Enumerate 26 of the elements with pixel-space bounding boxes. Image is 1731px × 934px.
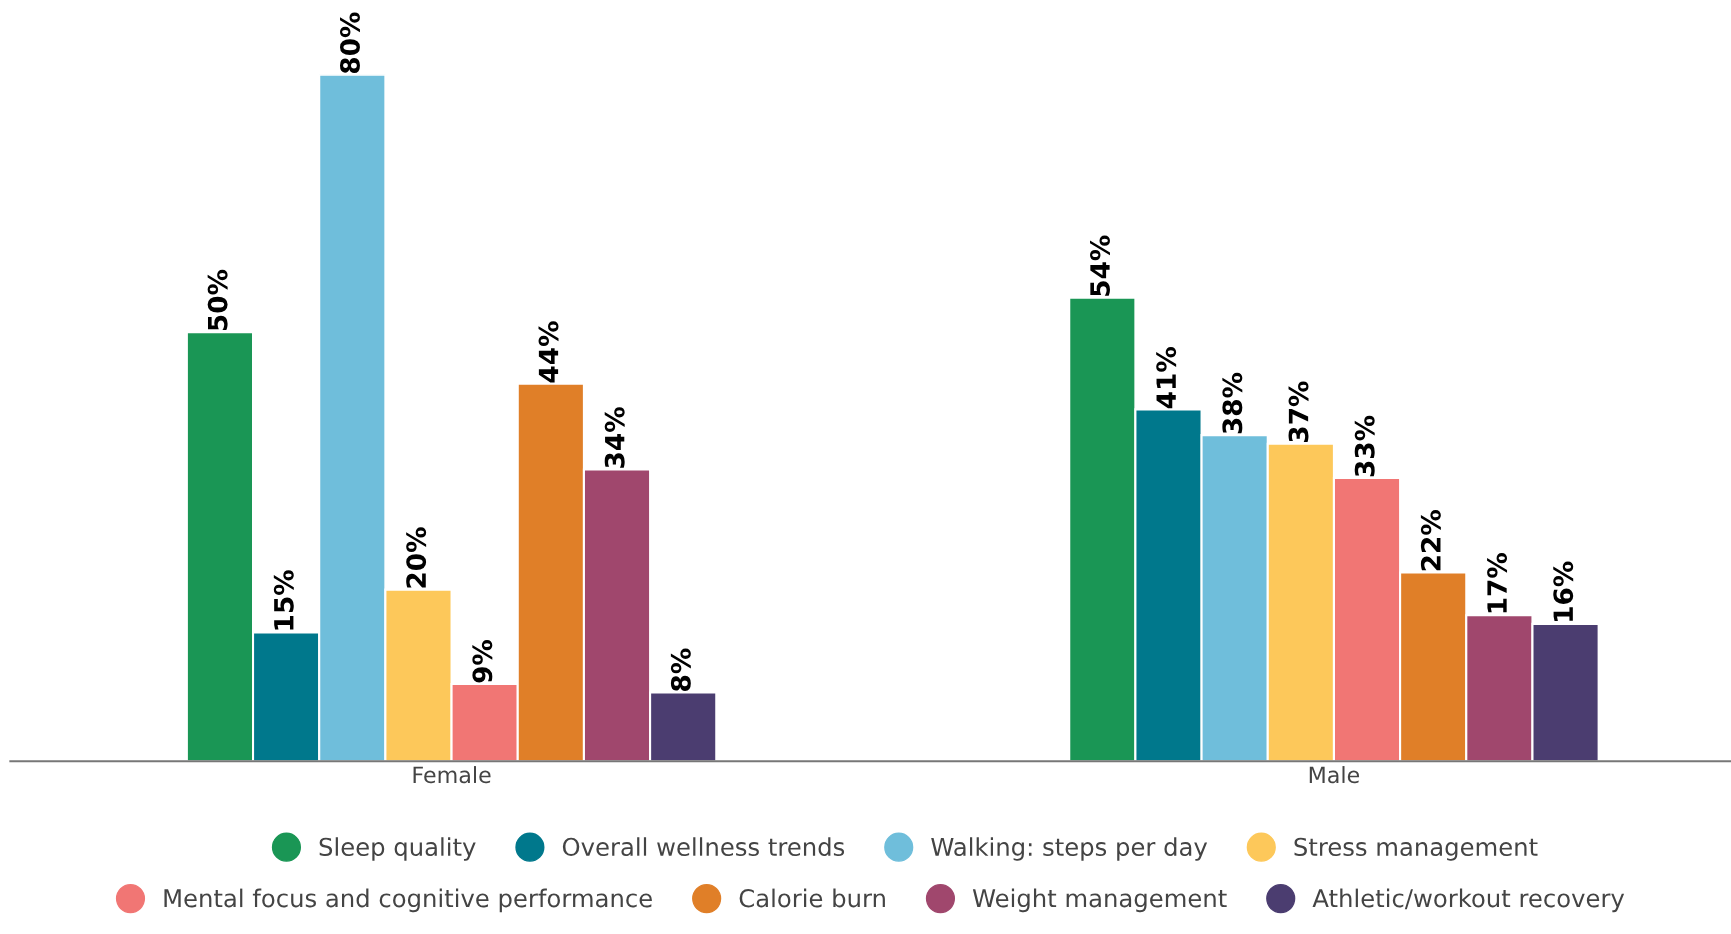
data-label: 9% — [472, 640, 493, 683]
data-label: 17% — [1487, 553, 1508, 613]
legend-label: Athletic/workout recovery — [1312, 888, 1625, 913]
data-label: 33% — [1354, 415, 1375, 477]
data-label: 41% — [1156, 347, 1177, 409]
x-tick-label: Female — [413, 766, 491, 784]
x-tick-label: Male — [1309, 766, 1360, 784]
legend-label: Overall wellness trends — [562, 837, 845, 857]
data-label: 34% — [604, 407, 625, 468]
data-label: 44% — [538, 321, 559, 383]
data-label: 16% — [1553, 561, 1574, 621]
data-label: 50% — [207, 269, 228, 331]
data-label: 22% — [1420, 510, 1441, 571]
data-label: 54% — [1090, 235, 1110, 296]
legend-label: Sleep quality — [319, 837, 476, 861]
legend-label: Calorie burn — [739, 888, 885, 908]
data-label: 80% — [340, 12, 360, 74]
legend-label: Stress management — [1294, 837, 1538, 861]
data-label: 37% — [1288, 381, 1309, 442]
legend-label: Mental focus and cognitive performance — [164, 888, 652, 913]
data-label: 8% — [670, 648, 691, 691]
data-label: 20% — [406, 527, 427, 588]
data-label: 15% — [273, 570, 294, 630]
legend-label: Walking: steps per day — [931, 837, 1208, 861]
legend-label: Weight management — [972, 888, 1227, 913]
data-label: 38% — [1222, 372, 1243, 434]
